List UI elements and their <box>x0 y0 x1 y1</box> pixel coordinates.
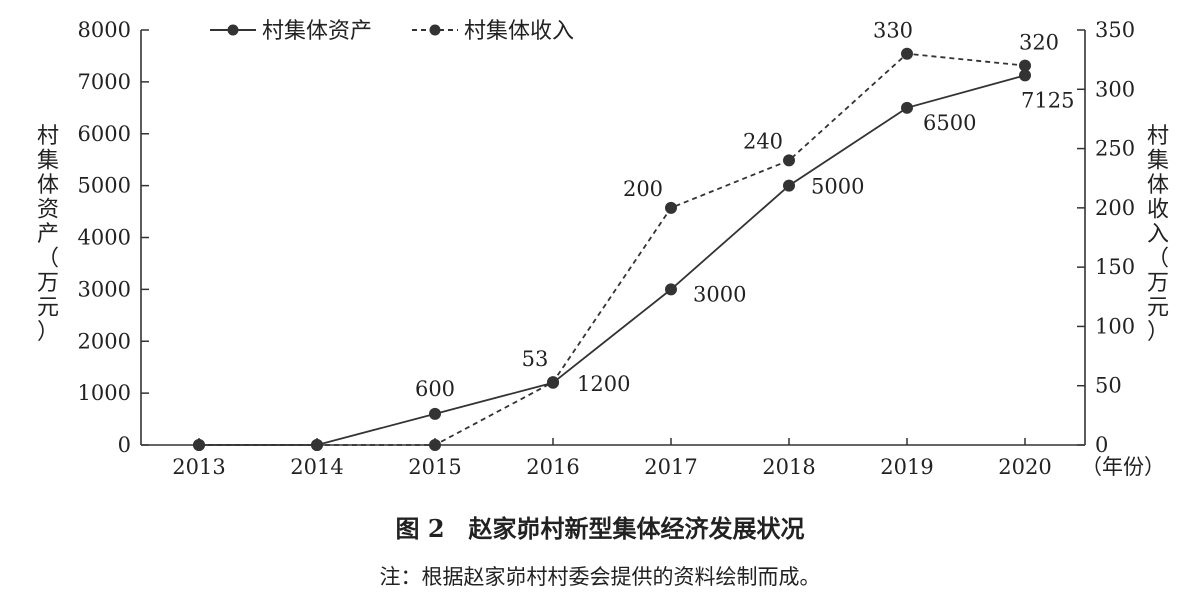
income-data-label: 200 <box>623 177 663 201</box>
right-tick-label: 50 <box>1095 374 1122 398</box>
left-axis-title: 村集体资产（万元） <box>37 124 59 345</box>
income-point <box>311 439 323 451</box>
assets-data-label: 7125 <box>1021 88 1074 112</box>
x-tick-label: 2018 <box>762 455 815 479</box>
x-tick-label: 2019 <box>880 455 933 479</box>
assets-point <box>1019 69 1031 82</box>
left-tick-label: 2000 <box>78 329 131 353</box>
income-point <box>1019 59 1031 72</box>
assets-data-label: 5000 <box>811 175 864 199</box>
left-tick-label: 3000 <box>78 277 131 301</box>
income-point <box>193 439 205 451</box>
right-tick-label: 250 <box>1095 137 1135 161</box>
income-series-line <box>199 52 1026 446</box>
left-tick-label: 7000 <box>78 70 131 94</box>
income-data-label: 53 <box>522 347 549 371</box>
assets-data-label: 1200 <box>577 372 630 396</box>
x-tick-label: 2015 <box>408 455 461 479</box>
x-axis-unit: （年份） <box>1081 455 1165 479</box>
left-tick-label: 1000 <box>78 381 131 405</box>
left-tick-label: 6000 <box>78 122 131 146</box>
income-point <box>665 201 677 214</box>
right-tick-label: 150 <box>1095 255 1135 279</box>
left-tick-label: 5000 <box>78 174 131 198</box>
x-tick-label: 2013 <box>172 455 225 479</box>
right-tick-label: 350 <box>1095 18 1135 42</box>
left-tick-label: 8000 <box>78 18 131 42</box>
figure-title: 图 2 赵家峁村新型集体经济发展状况 <box>395 514 804 543</box>
assets-point <box>665 283 677 296</box>
x-tick-label: 2017 <box>644 455 697 479</box>
assets-data-label: 3000 <box>693 282 746 306</box>
right-tick-label: 100 <box>1095 314 1135 338</box>
right-tick-label: 200 <box>1095 196 1135 220</box>
income-point <box>429 439 441 451</box>
legend-income-label: 村集体收入 <box>464 19 574 44</box>
legend-income-marker <box>429 24 441 36</box>
income-point <box>901 47 913 60</box>
income-point <box>547 376 559 389</box>
legend-assets-label: 村集体资产 <box>262 19 372 44</box>
income-data-label: 240 <box>743 129 783 153</box>
x-tick-label: 2020 <box>998 455 1051 479</box>
left-tick-label: 0 <box>118 433 131 457</box>
income-data-label: 320 <box>1019 31 1059 55</box>
right-tick-label: 0 <box>1095 433 1108 457</box>
income-point <box>783 154 795 167</box>
right-axis-title: 村集体收入（万元） <box>1147 124 1169 345</box>
x-tick-label: 2014 <box>290 455 343 479</box>
assets-series-line <box>199 74 1026 446</box>
legend-assets-marker <box>227 24 239 36</box>
right-axis-ticks: 0 50 100 150 200 250 300 350 <box>1077 18 1135 457</box>
x-tick-label: 2016 <box>526 455 579 479</box>
left-tick-label: 4000 <box>78 226 131 250</box>
assets-data-label: 6500 <box>923 111 976 135</box>
legend: 村集体资产 村集体收入 <box>210 19 574 44</box>
left-axis-ticks: 0 1000 2000 3000 4000 5000 6000 7000 8000 <box>78 18 149 457</box>
series-layer: 600 1200 3000 5000 6500 7125 53 200 240 330 320 <box>193 19 1074 451</box>
income-data-label: 330 <box>873 19 913 43</box>
figure-note: 注：根据赵家峁村村委会提供的资料绘制而成。 <box>380 565 821 589</box>
x-axis-ticks: 2013 2014 2015 2016 2017 2018 2019 2020 <box>172 438 1052 479</box>
right-tick-label: 300 <box>1095 77 1135 101</box>
assets-point <box>783 179 795 192</box>
assets-point <box>429 407 441 420</box>
assets-point <box>901 101 913 114</box>
assets-data-label: 600 <box>415 377 455 401</box>
